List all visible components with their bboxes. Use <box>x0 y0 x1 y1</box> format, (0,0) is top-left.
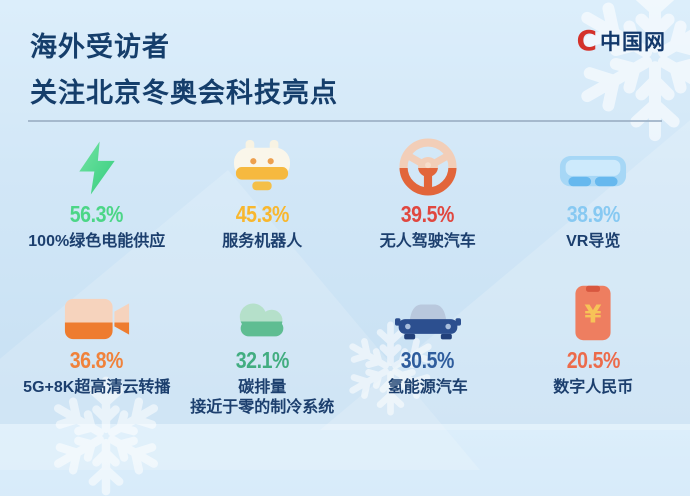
stat-vr-tour: 38.9% VR导览 <box>511 130 677 252</box>
stat-value: 36.8% <box>70 347 124 373</box>
stat-digital-rmb: ¥ 20.5% 数字人民币 <box>511 276 677 418</box>
cloud-icon <box>230 276 294 342</box>
stat-value: 20.5% <box>566 347 621 373</box>
stat-5g8k-broadcast: 36.8% 5G+8K超高清云转播 <box>14 276 180 418</box>
china-net-logo: C 中国网 <box>576 26 666 56</box>
logo-text: 中国网 <box>600 31 666 54</box>
stat-value: 38.9% <box>566 201 621 227</box>
stat-service-robot: 45.3% 服务机器人 <box>180 130 346 252</box>
infographic-canvas: { "header": { "title_line1": "海外受访者", "t… <box>0 0 690 424</box>
stat-label: 100%绿色电能供应 <box>28 233 166 250</box>
stat-label: 服务机器人 <box>222 233 303 250</box>
svg-text:¥: ¥ <box>585 300 602 329</box>
video-camera-icon <box>64 276 130 342</box>
stat-label-line-2: 接近于零的制冷系统 <box>190 399 335 416</box>
stat-hydrogen-car: 30.5% 氢能源汽车 <box>345 276 511 418</box>
stats-row-2: 36.8% 5G+8K超高清云转播 32.1% 碳排量 接近于零的制冷系统 <box>14 276 676 418</box>
vr-goggles-icon <box>559 130 627 196</box>
title-line-2: 关注北京冬奥会科技亮点 <box>30 78 338 108</box>
stat-label: 无人驾驶汽车 <box>379 233 476 250</box>
stat-value: 39.5% <box>401 201 455 227</box>
logo-c-icon: C <box>576 24 597 57</box>
page-title: 海外受访者 关注北京冬奥会科技亮点 <box>30 24 338 116</box>
stat-value: 30.5% <box>401 347 455 373</box>
robot-icon <box>231 130 293 196</box>
stat-value: 56.3% <box>70 201 124 227</box>
stats-row-1: 56.3% 100%绿色电能供应 45.3% 服务机器人 <box>14 130 676 252</box>
stat-label: 数字人民币 <box>553 379 634 396</box>
stat-value: 32.1% <box>235 347 290 373</box>
lightning-icon <box>74 130 120 196</box>
stat-label: 5G+8K超高清云转播 <box>23 379 171 396</box>
stat-zero-carbon-cooling: 32.1% 碳排量 接近于零的制冷系统 <box>180 276 346 418</box>
stat-value: 45.3% <box>235 201 290 227</box>
smartphone-icon: ¥ <box>573 276 613 342</box>
stat-label: 氢能源汽车 <box>387 379 468 396</box>
title-underline <box>28 120 662 122</box>
stat-driverless-car: 39.5% 无人驾驶汽车 <box>345 130 511 252</box>
car-icon <box>394 276 461 342</box>
stat-label: VR导览 <box>566 233 621 250</box>
stat-label: 碳排量 <box>238 379 287 396</box>
steering-wheel-icon <box>399 130 457 196</box>
stat-green-power: 56.3% 100%绿色电能供应 <box>14 130 180 252</box>
title-line-1: 海外受访者 <box>30 32 170 62</box>
